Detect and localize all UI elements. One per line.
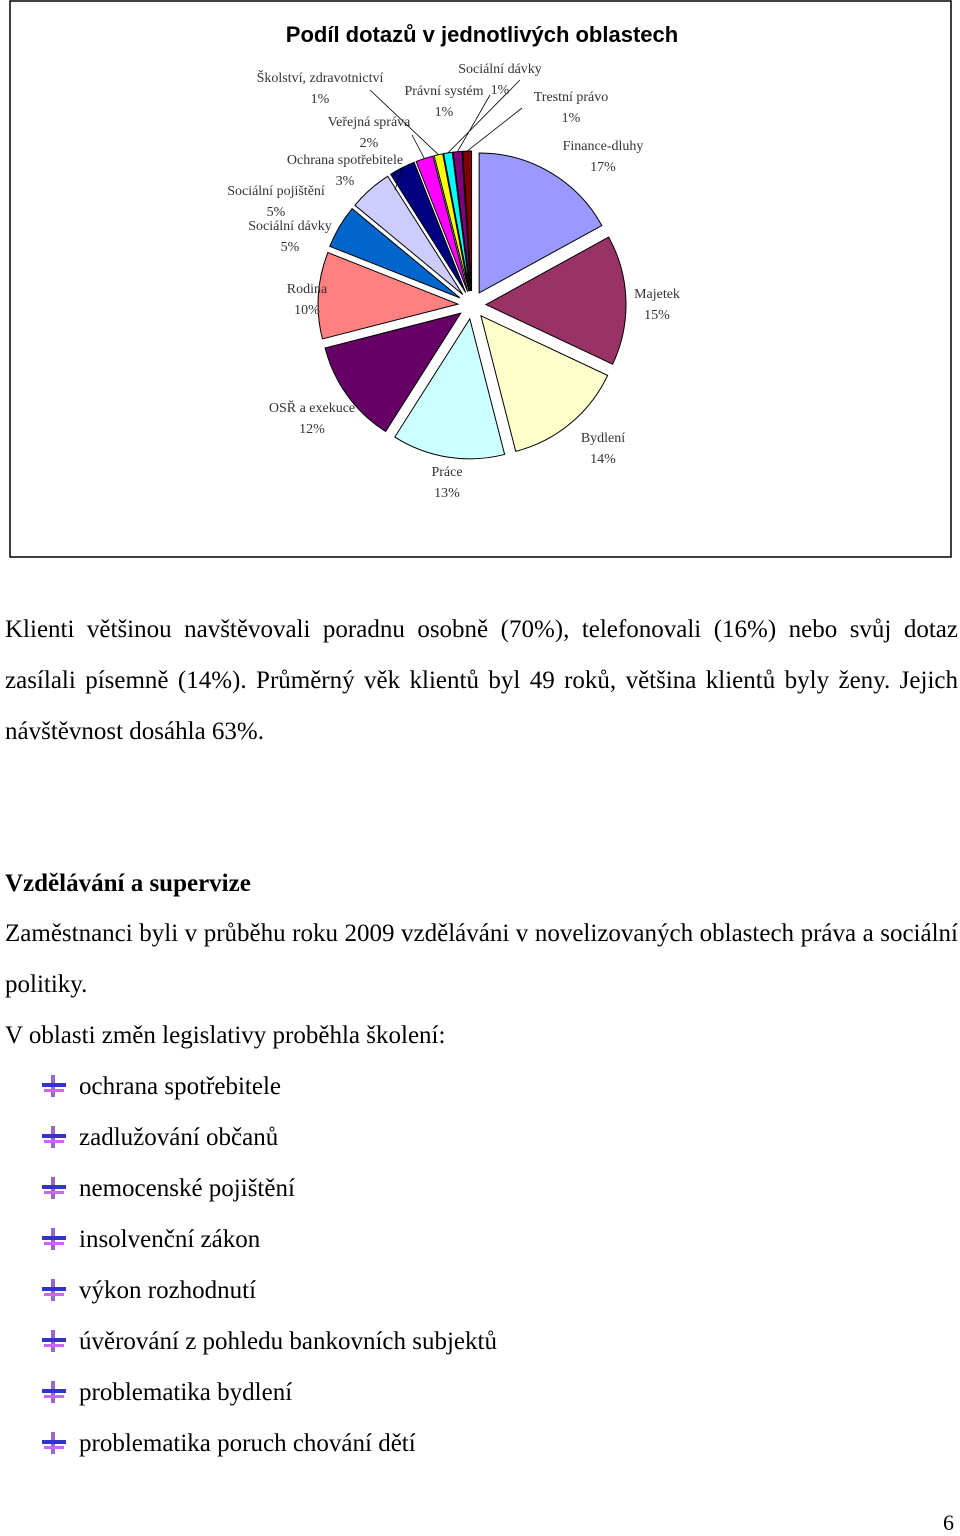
list-item: problematika bydlení bbox=[0, 1367, 497, 1418]
list-text: ochrana spotřebitele bbox=[79, 1073, 281, 1100]
bullet-icon bbox=[42, 1228, 66, 1250]
paragraph: V oblasti změn legislativy proběhla škol… bbox=[5, 1022, 446, 1049]
leader-line bbox=[457, 94, 491, 152]
pie-slice bbox=[394, 317, 506, 460]
slice-label: Majetek bbox=[634, 287, 680, 302]
pie-slice bbox=[329, 207, 461, 299]
slice-value-label: 3% bbox=[336, 174, 355, 189]
bullet-icon bbox=[42, 1432, 66, 1454]
slice-label: Bydlení bbox=[581, 431, 625, 446]
paragraph: Klienti většinou navštěvovali poradnu os… bbox=[5, 616, 958, 745]
slice-label: Ochrana spotřebitele bbox=[287, 153, 403, 168]
bullet-icon bbox=[42, 1330, 66, 1352]
pie-slice bbox=[478, 152, 603, 294]
slice-label: Finance-dluhy bbox=[563, 139, 644, 154]
slice-value-label: 5% bbox=[281, 240, 300, 255]
list-text: problematika bydlení bbox=[79, 1379, 293, 1406]
slice-value-label: 5% bbox=[267, 205, 286, 220]
slice-value-label: 1% bbox=[491, 83, 510, 98]
list-text: zadlužování občanů bbox=[79, 1124, 279, 1151]
slice-label: Právní systém bbox=[405, 84, 484, 99]
slice-value-label: 1% bbox=[562, 111, 581, 126]
slice-label: OSŘ a exekuce bbox=[269, 399, 355, 416]
pie-slice bbox=[354, 175, 464, 295]
list-item: ochrana spotřebitele bbox=[0, 1061, 497, 1112]
page-number: 6 bbox=[943, 1510, 954, 1535]
pie-slice bbox=[480, 314, 609, 452]
leader-line bbox=[369, 89, 439, 155]
list-item: nemocenské pojištění bbox=[0, 1163, 497, 1214]
chart: Podíl dotazů v jednotlivých oblastech Fi… bbox=[9, 0, 952, 558]
slice-label: Sociální pojištění bbox=[227, 184, 325, 199]
list-item: zadlužování občanů bbox=[0, 1112, 497, 1163]
chart-title: Podíl dotazů v jednotlivých oblastech bbox=[286, 22, 678, 47]
slice-label: Trestní právo bbox=[534, 90, 609, 105]
leader-line bbox=[394, 167, 403, 191]
bullet-icon bbox=[42, 1177, 66, 1199]
bullet-list: ochrana spotřebitele zadlužování občanů ne… bbox=[0, 1061, 497, 1469]
slice-label: Veřejná správa bbox=[328, 115, 412, 130]
leader-line bbox=[411, 134, 425, 159]
list-text: nemocenské pojištění bbox=[79, 1175, 295, 1202]
slice-value-label: 1% bbox=[435, 105, 454, 120]
list-text: úvěrování z pohledu bankovních subjektů bbox=[79, 1328, 497, 1355]
pie-slice bbox=[484, 236, 627, 365]
bullet-icon bbox=[42, 1381, 66, 1403]
list-text: problematika poruch chování dětí bbox=[79, 1430, 416, 1457]
leader-line bbox=[447, 79, 521, 154]
slice-value-label: 12% bbox=[299, 422, 325, 437]
slice-value-label: 2% bbox=[360, 136, 379, 151]
leader-line bbox=[466, 107, 523, 152]
list-text: insolvenční zákon bbox=[79, 1226, 261, 1253]
pie-slice bbox=[324, 312, 462, 433]
slice-value-label: 10% bbox=[294, 303, 320, 318]
slice-value-label: 1% bbox=[311, 92, 330, 107]
bullet-icon bbox=[42, 1126, 66, 1148]
slice-label: Sociální dávky bbox=[458, 62, 542, 77]
slice-label: Školství, zdravotnictví bbox=[257, 69, 384, 86]
slice-value-label: 15% bbox=[644, 308, 670, 323]
slice-value-label: 14% bbox=[590, 452, 616, 467]
list-item: výkon rozhodnutí bbox=[0, 1265, 497, 1316]
slice-label: Práce bbox=[431, 465, 462, 480]
bullet-icon bbox=[42, 1279, 66, 1301]
list-item: insolvenční zákon bbox=[0, 1214, 497, 1265]
slice-value-label: 13% bbox=[434, 486, 460, 501]
slice-label: Sociální dávky bbox=[248, 219, 332, 234]
list-item: problematika poruch chování dětí bbox=[0, 1418, 497, 1469]
heading: Vzdělávání a supervize bbox=[5, 870, 251, 897]
bullet-icon bbox=[42, 1075, 66, 1097]
pie-slice bbox=[317, 251, 460, 340]
paragraph: Zaměstnanci byli v průběhu roku 2009 vzd… bbox=[5, 920, 958, 998]
pie-slice bbox=[433, 153, 470, 292]
list-text: výkon rozhodnutí bbox=[79, 1277, 257, 1304]
pie-slice bbox=[389, 161, 467, 293]
slice-label: Rodina bbox=[287, 282, 328, 297]
list-item: úvěrování z pohledu bankovních subjektů bbox=[0, 1316, 497, 1367]
slice-value-label: 17% bbox=[590, 160, 616, 175]
